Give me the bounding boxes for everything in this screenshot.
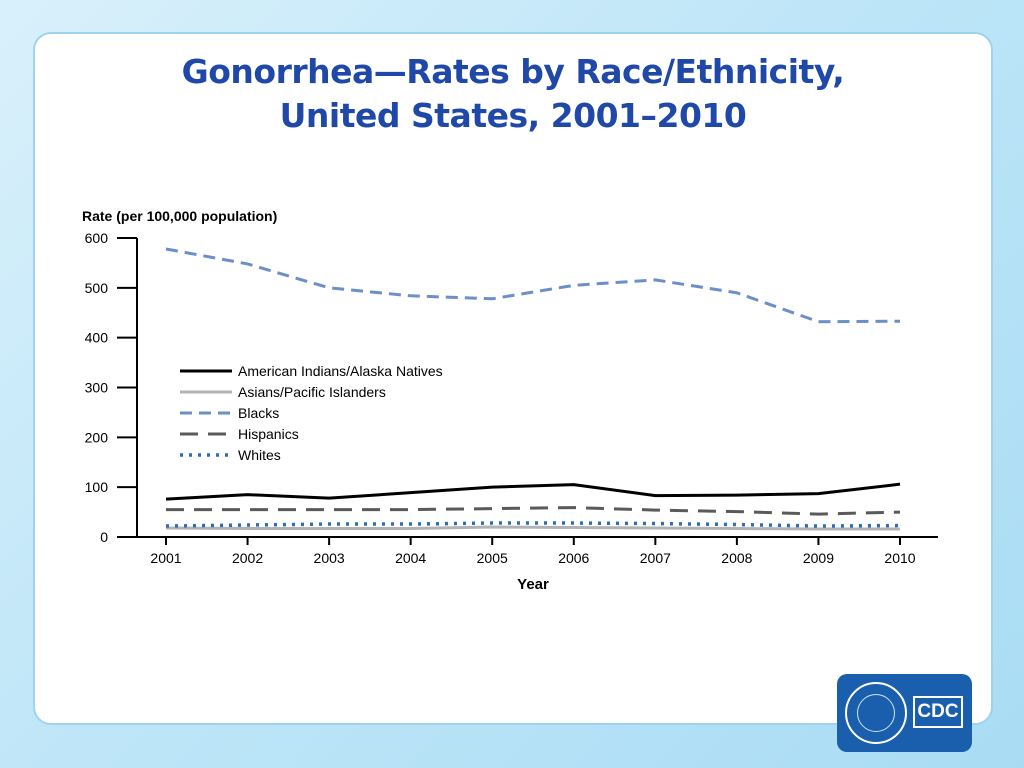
x-tick-label: 2005 (477, 550, 508, 566)
y-tick-label: 600 (85, 230, 109, 246)
x-tick-label: 2010 (884, 550, 915, 566)
slide-title: Gonorrhea—Rates by Race/Ethnicity, Unite… (33, 50, 993, 138)
y-tick-label: 300 (85, 380, 109, 396)
series-line-2 (165, 247, 901, 324)
legend-label-2: Blacks (238, 405, 279, 421)
legend-label-4: Whites (238, 447, 281, 463)
y-tick-label: 500 (85, 280, 109, 296)
cdc-logo-text: CDC (913, 696, 963, 728)
x-tick-label: 2002 (232, 550, 263, 566)
x-tick-label: 2009 (803, 550, 834, 566)
y-axis-label: Rate (per 100,000 population) (82, 208, 277, 224)
x-tick-label: 2003 (314, 550, 345, 566)
series-line-4 (165, 521, 901, 528)
series-line-3 (166, 506, 901, 516)
title-line-2: United States, 2001–2010 (279, 96, 747, 135)
series-line-1 (165, 525, 900, 531)
cdc-logo: CDC (837, 674, 972, 752)
title-line-1: Gonorrhea—Rates by Race/Ethnicity, (181, 52, 845, 91)
series-line-0 (165, 482, 901, 501)
slide-card (33, 32, 993, 725)
x-tick-label: 2004 (395, 550, 426, 566)
legend-label-3: Hispanics (238, 426, 299, 442)
legend-label-0: American Indians/Alaska Natives (238, 363, 443, 379)
y-tick-label: 200 (85, 429, 109, 445)
y-tick-label: 100 (85, 479, 109, 495)
y-tick-label: 0 (100, 529, 108, 545)
x-tick-label: 2006 (558, 550, 589, 566)
x-axis-label: Year (517, 576, 549, 593)
legend-label-1: Asians/Pacific Islanders (238, 384, 386, 400)
y-tick-label: 400 (85, 330, 109, 346)
x-tick-label: 2001 (150, 550, 181, 566)
hhs-eagle-icon (845, 682, 907, 744)
x-tick-label: 2007 (640, 550, 671, 566)
x-tick-label: 2008 (721, 550, 752, 566)
